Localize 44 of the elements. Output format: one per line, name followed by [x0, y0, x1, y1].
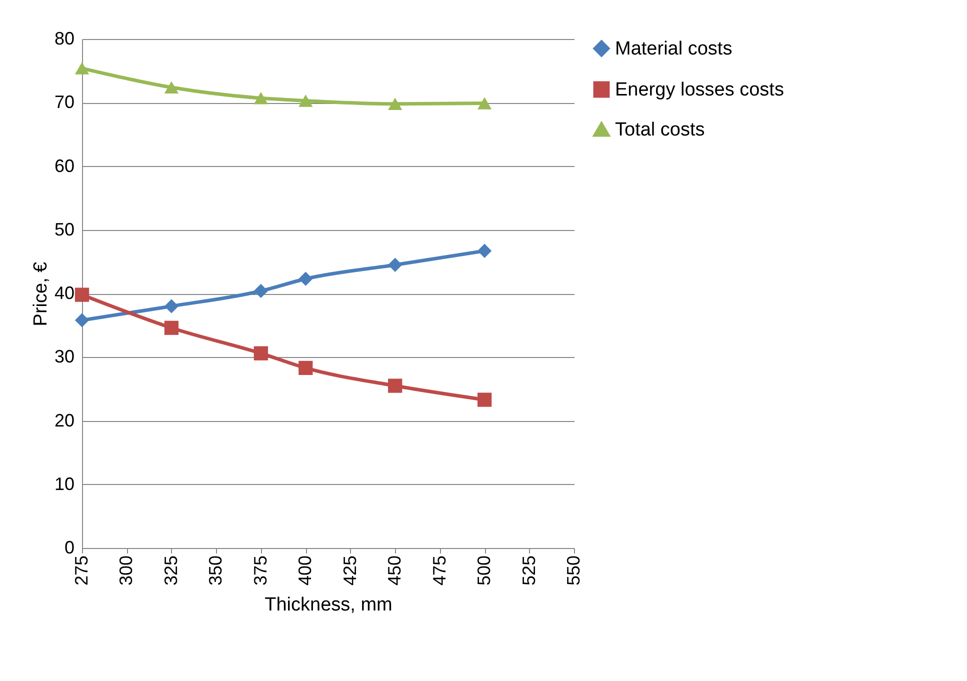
x-tick-label: 525 — [518, 556, 539, 586]
point — [298, 272, 313, 286]
y-tick-label: 60 — [54, 156, 74, 176]
y-tick-label: 70 — [54, 92, 74, 112]
legend-label: Energy losses costs — [615, 80, 784, 100]
y-tick-label: 0 — [64, 538, 74, 558]
y-tick-label: 80 — [54, 28, 74, 48]
point — [388, 378, 402, 393]
point — [388, 98, 402, 110]
point — [164, 320, 179, 335]
y-tick-label: 30 — [54, 346, 74, 367]
x-tick-label: 325 — [160, 556, 181, 586]
point — [74, 288, 90, 302]
point — [388, 258, 402, 272]
x-tick-label: 400 — [295, 556, 316, 586]
x-tick-label: 275 — [72, 556, 92, 586]
y-axis-title: Price, € — [30, 261, 52, 326]
legend-label: Material costs — [615, 38, 732, 60]
point — [164, 81, 179, 94]
point — [477, 392, 492, 407]
y-tick-label: 20 — [54, 410, 74, 430]
y-tick-label: 50 — [54, 219, 74, 240]
point — [477, 244, 492, 258]
x-tick-label: 500 — [474, 556, 494, 586]
point — [74, 313, 90, 328]
point — [254, 92, 268, 104]
point — [298, 94, 313, 107]
x-tick-label: 375 — [250, 556, 270, 586]
x-axis-title: Thickness, mm — [264, 594, 392, 616]
legend-label: Total costs — [615, 120, 705, 140]
x-tick-label: 425 — [340, 556, 360, 586]
point — [254, 284, 268, 298]
point — [164, 299, 179, 314]
y-tick-label: 10 — [54, 474, 74, 494]
x-tick-label: 350 — [206, 556, 226, 586]
point — [254, 346, 268, 360]
x-tick-label: 450 — [384, 556, 405, 586]
point — [298, 360, 313, 376]
point — [74, 62, 90, 74]
y-tick-label: 40 — [54, 283, 74, 303]
x-tick-label: 300 — [116, 556, 136, 586]
point — [477, 97, 492, 110]
x-tick-label: 475 — [429, 556, 450, 586]
x-tick-label: 550 — [564, 556, 584, 586]
